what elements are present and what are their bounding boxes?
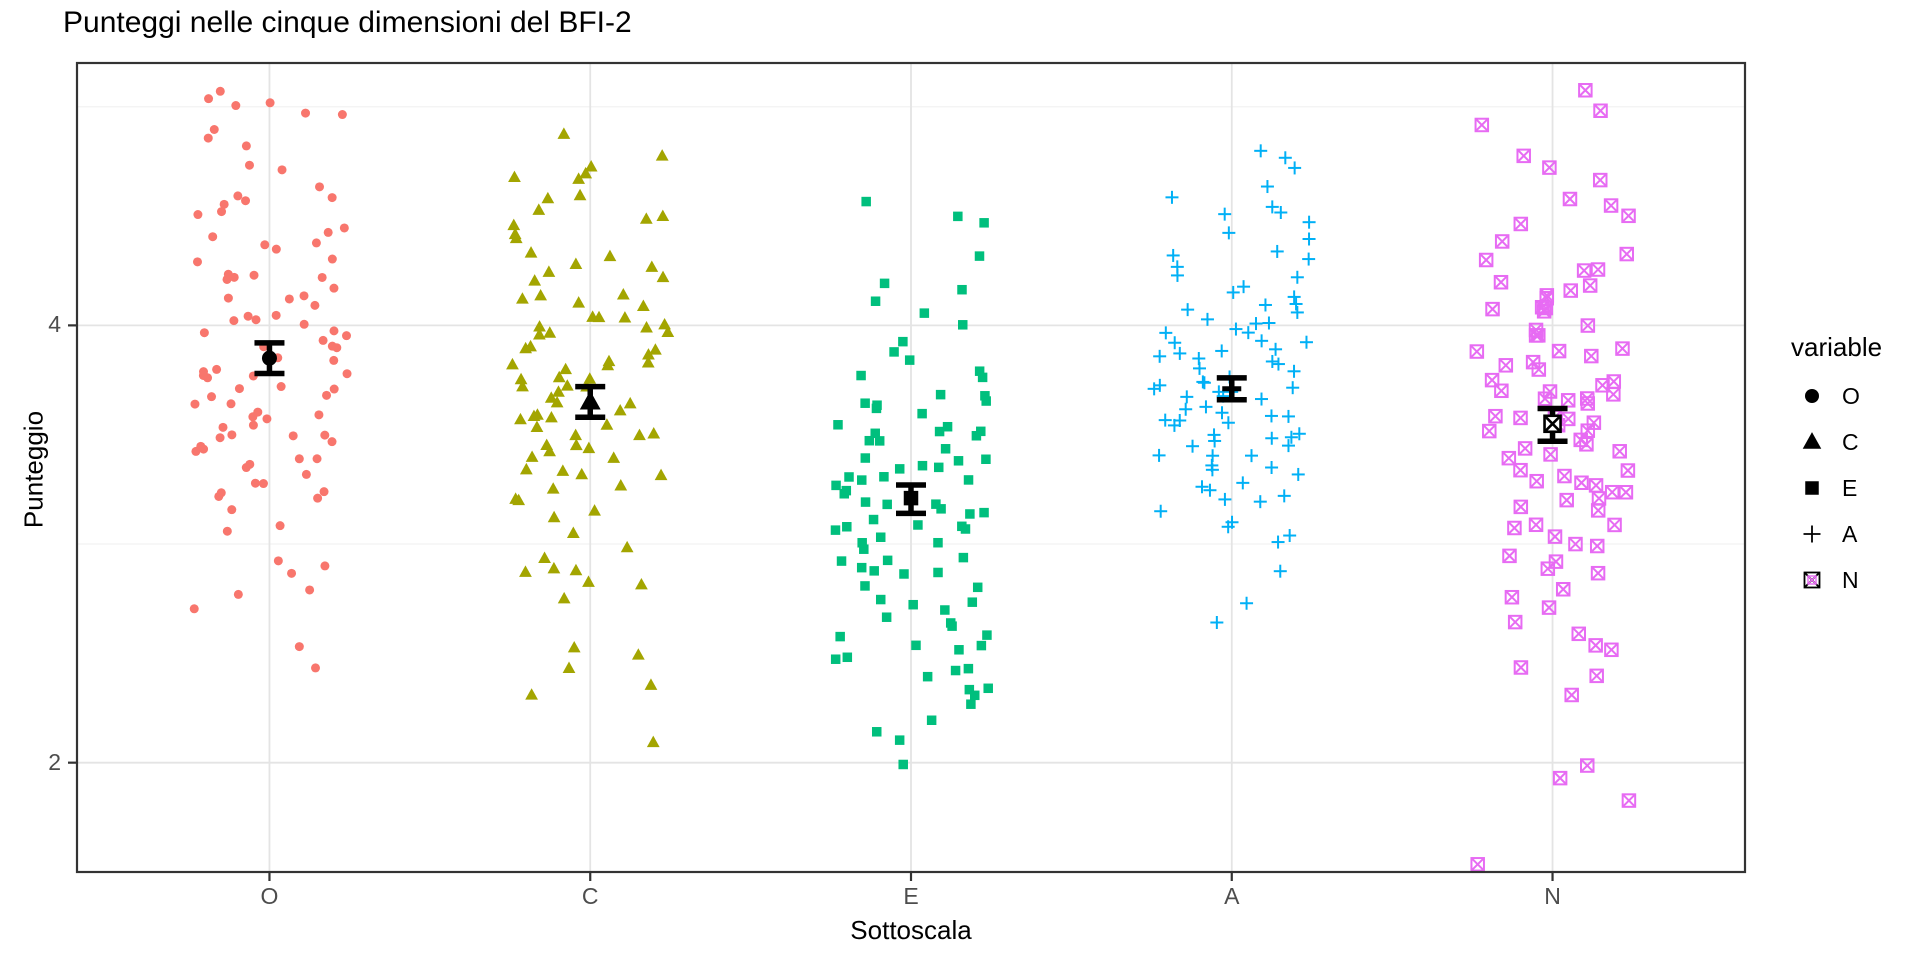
x-tick-label-O: O — [260, 883, 279, 909]
x-axis-title: Sottoscala — [850, 915, 972, 945]
x-tick-label-N: N — [1544, 883, 1561, 909]
legend-entry-A: A — [1795, 511, 1882, 557]
x-tick-label-C: C — [581, 883, 599, 909]
legend-label-A: A — [1842, 520, 1858, 547]
legend-entry-C: C — [1795, 419, 1882, 465]
x-tick-label-A: A — [1224, 883, 1240, 909]
legend-key-plus-icon — [1803, 525, 1821, 543]
y-tick-label-2: 2 — [48, 748, 61, 775]
legend-entry-E: E — [1795, 465, 1882, 511]
y-tick-label-4: 4 — [48, 311, 61, 338]
y-axis-title: Punteggio — [18, 410, 49, 529]
legend-key-triangle-icon — [1802, 432, 1822, 449]
legend-entry-O: O — [1795, 373, 1882, 419]
legend-key-circle-icon — [1805, 389, 1819, 403]
legend-label-E: E — [1842, 474, 1858, 501]
legend-key-square-icon — [1805, 481, 1819, 495]
legend-entry-N: N — [1795, 557, 1882, 603]
x-tick-label-E: E — [903, 883, 919, 909]
legend-label-O: O — [1842, 382, 1860, 409]
legend-title: variable — [1791, 332, 1883, 362]
legend-label-N: N — [1842, 566, 1859, 593]
legend-key-square-x-icon — [1803, 571, 1821, 589]
legend-label-C: C — [1842, 428, 1859, 455]
chart-title: Punteggi nelle cinque dimensioni del BFI… — [63, 6, 632, 39]
